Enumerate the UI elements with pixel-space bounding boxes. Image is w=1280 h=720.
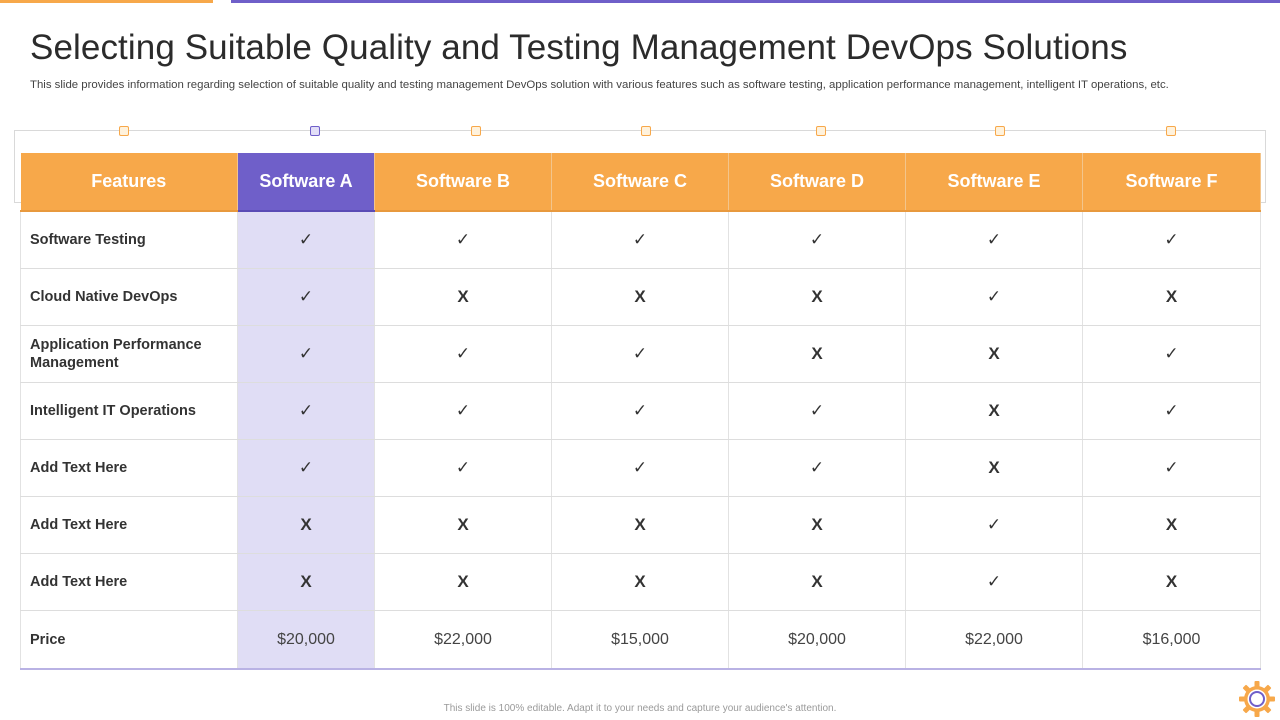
feature-mark: ✓: [551, 382, 729, 440]
table-row: Cloud Native DevOps ✓ X X X ✓ X: [20, 268, 1261, 326]
header-software-e: Software E: [905, 153, 1083, 212]
feature-mark: X: [551, 553, 729, 611]
footer-note: This slide is 100% editable. Adapt it to…: [443, 703, 837, 714]
feature-mark: X: [551, 496, 729, 554]
feature-label: Application Performance Management: [20, 325, 238, 383]
feature-mark: X: [1082, 268, 1261, 326]
table-row: Software Testing ✓ ✓ ✓ ✓ ✓ ✓: [20, 211, 1261, 269]
header-features: Features: [20, 153, 238, 212]
header-software-c: Software C: [551, 153, 729, 212]
column-marker-software-d: [816, 126, 826, 136]
table-row: Application Performance Management ✓ ✓ ✓…: [20, 325, 1261, 383]
table-row: Add Text Here ✓ ✓ ✓ ✓ X ✓: [20, 439, 1261, 497]
price-value: $16,000: [1082, 610, 1261, 670]
feature-mark: ✓: [905, 211, 1083, 269]
feature-mark: ✓: [374, 325, 552, 383]
price-value: $20,000: [237, 610, 375, 670]
column-marker-software-c: [641, 126, 651, 136]
feature-mark: ✓: [237, 382, 375, 440]
table-row: Intelligent IT Operations ✓ ✓ ✓ ✓ X ✓: [20, 382, 1261, 440]
feature-mark: ✓: [1082, 211, 1261, 269]
column-marker-software-b: [471, 126, 481, 136]
price-value: $15,000: [551, 610, 729, 670]
top-accent-bar-purple: [231, 0, 1280, 3]
column-marker-software-e: [995, 126, 1005, 136]
feature-label: Intelligent IT Operations: [20, 382, 238, 440]
feature-mark: ✓: [374, 382, 552, 440]
gear-logo-icon: [1239, 681, 1275, 717]
table-row: Add Text Here X X X X ✓ X: [20, 496, 1261, 554]
comparison-table: Features Software A Software B Software …: [20, 153, 1261, 670]
slide-subtitle: This slide provides information regardin…: [30, 79, 1169, 91]
header-software-d: Software D: [728, 153, 906, 212]
price-label: Price: [20, 610, 238, 670]
feature-mark: X: [374, 553, 552, 611]
feature-mark: ✓: [237, 211, 375, 269]
feature-mark: ✓: [237, 268, 375, 326]
feature-mark: X: [237, 496, 375, 554]
feature-label: Add Text Here: [20, 496, 238, 554]
price-value: $22,000: [905, 610, 1083, 670]
feature-mark: ✓: [1082, 325, 1261, 383]
table-header-row: Features Software A Software B Software …: [20, 153, 1261, 212]
feature-mark: X: [728, 553, 906, 611]
feature-label: Add Text Here: [20, 553, 238, 611]
feature-mark: ✓: [237, 439, 375, 497]
feature-mark: ✓: [551, 325, 729, 383]
feature-mark: X: [1082, 496, 1261, 554]
feature-mark: X: [374, 268, 552, 326]
feature-label: Software Testing: [20, 211, 238, 269]
price-value: $20,000: [728, 610, 906, 670]
header-software-b: Software B: [374, 153, 552, 212]
column-marker-features: [119, 126, 129, 136]
feature-mark: ✓: [905, 496, 1083, 554]
price-row: Price $20,000 $22,000 $15,000 $20,000 $2…: [20, 610, 1261, 670]
feature-mark: X: [374, 496, 552, 554]
feature-label: Cloud Native DevOps: [20, 268, 238, 326]
column-marker-software-a: [310, 126, 320, 136]
header-software-a: Software A: [237, 153, 375, 212]
feature-mark: X: [905, 382, 1083, 440]
feature-mark: ✓: [551, 439, 729, 497]
feature-mark: X: [237, 553, 375, 611]
feature-mark: X: [1082, 553, 1261, 611]
feature-mark: ✓: [728, 439, 906, 497]
feature-mark: ✓: [905, 553, 1083, 611]
feature-label: Add Text Here: [20, 439, 238, 497]
header-software-f: Software F: [1082, 153, 1261, 212]
top-accent-bar-orange: [0, 0, 213, 3]
feature-mark: ✓: [1082, 439, 1261, 497]
feature-mark: X: [728, 268, 906, 326]
feature-mark: ✓: [905, 268, 1083, 326]
slide-title: Selecting Suitable Quality and Testing M…: [30, 28, 1128, 67]
feature-mark: ✓: [728, 382, 906, 440]
price-value: $22,000: [374, 610, 552, 670]
feature-mark: X: [551, 268, 729, 326]
feature-mark: X: [905, 439, 1083, 497]
feature-mark: ✓: [237, 325, 375, 383]
feature-mark: ✓: [374, 211, 552, 269]
column-marker-software-f: [1166, 126, 1176, 136]
feature-mark: X: [728, 325, 906, 383]
feature-mark: ✓: [374, 439, 552, 497]
feature-mark: ✓: [1082, 382, 1261, 440]
feature-mark: ✓: [728, 211, 906, 269]
feature-mark: X: [905, 325, 1083, 383]
feature-mark: ✓: [551, 211, 729, 269]
feature-mark: X: [728, 496, 906, 554]
table-row: Add Text Here X X X X ✓ X: [20, 553, 1261, 611]
